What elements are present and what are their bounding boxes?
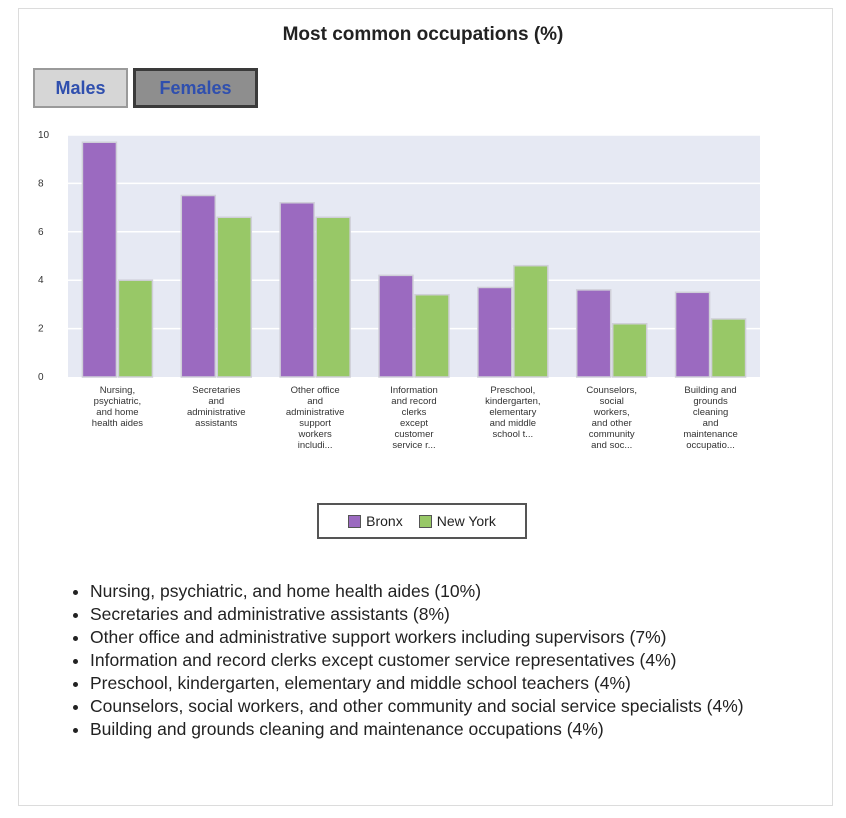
x-tick-label-line: workers xyxy=(298,429,333,440)
list-item: Preschool, kindergarten, elementary and … xyxy=(90,672,846,695)
y-tick-label: 0 xyxy=(38,372,44,383)
x-tick-label-line: and home xyxy=(96,407,138,418)
x-tick-label-line: Building and xyxy=(684,385,736,396)
bar-bronx xyxy=(378,274,414,378)
x-tick-label-line: Other office xyxy=(291,385,340,396)
bar-new-york xyxy=(710,318,747,378)
x-tick-label-line: health aides xyxy=(92,418,143,429)
plot-area xyxy=(68,135,760,377)
x-tick-label-line: school t... xyxy=(493,429,534,440)
list-item: Building and grounds cleaning and mainte… xyxy=(90,718,846,741)
bar-bronx xyxy=(477,286,513,378)
y-tick-label: 2 xyxy=(38,324,44,335)
bar-bronx xyxy=(575,289,612,378)
legend-label-bronx: Bronx xyxy=(366,513,403,529)
x-tick-label: Information and record clerks except custome… xyxy=(390,385,438,451)
x-tick-label-line: customer xyxy=(394,429,433,440)
y-tick-label: 10 xyxy=(38,130,50,141)
bar-chart: 0 2 4 6 8 10 Nursing, psychiatric, and home healt… xyxy=(38,130,760,451)
x-tick-label-line: and other xyxy=(592,418,632,429)
x-tick-label: Other office and administrative support work… xyxy=(286,385,345,451)
x-tick-label-line: service r... xyxy=(392,440,435,451)
x-tick-label-line: support xyxy=(299,418,331,429)
y-tick-label: 6 xyxy=(38,227,44,238)
x-tick-label-line: elementary xyxy=(489,407,536,418)
x-tick-label-line: clerks xyxy=(402,407,427,418)
x-tick-label: Secretaries and administrative assistants xyxy=(187,385,246,429)
x-tick-label-line: and xyxy=(307,396,323,407)
list-item: Counselors, social workers, and other co… xyxy=(90,695,846,718)
x-tick-label-line: includi... xyxy=(298,440,333,451)
x-tick-label-line: administrative xyxy=(187,407,246,418)
x-tick-label-line: assistants xyxy=(195,418,237,429)
chart-title: Most common occupations (%) xyxy=(282,24,564,45)
x-tick-label-line: and record xyxy=(391,396,436,407)
x-tick-label-line: social xyxy=(600,396,624,407)
bar-new-york xyxy=(315,216,351,378)
x-tick-label-line: and middle xyxy=(490,418,536,429)
x-tick-label: Nursing, psychiatric, and home health aides xyxy=(92,385,143,429)
x-tick-label-line: Preschool, xyxy=(490,385,535,396)
legend-swatch-new-york xyxy=(418,514,432,528)
x-tick-label: Preschool, kindergarten, elementary and mid… xyxy=(485,385,540,440)
x-tick-label-line: kindergarten, xyxy=(485,396,540,407)
x-tick-label-line: except xyxy=(400,418,428,429)
list-item: Other office and administrative support … xyxy=(90,626,846,649)
x-tick-label-line: and xyxy=(208,396,224,407)
bar-new-york xyxy=(414,293,450,378)
list-item: Information and record clerks except cus… xyxy=(90,649,846,672)
x-tick-label-line: psychiatric, xyxy=(94,396,142,407)
y-tick-label: 4 xyxy=(38,275,44,286)
x-tick-label: Counselors, social workers, and other commun… xyxy=(586,385,637,451)
x-tick-label-line: Secretaries xyxy=(192,385,240,396)
x-tick-label-line: and soc... xyxy=(591,440,632,451)
tab-females[interactable]: Females xyxy=(133,68,258,108)
bar-new-york xyxy=(513,264,549,378)
tab-males[interactable]: Males xyxy=(33,68,128,108)
bar-bronx xyxy=(674,291,711,378)
x-tick-label-line: administrative xyxy=(286,407,345,418)
chart-legend: Bronx New York xyxy=(317,503,527,539)
x-tick-label-line: cleaning xyxy=(693,407,728,418)
y-tick-label: 8 xyxy=(38,178,44,189)
x-tick-label-line: Nursing, xyxy=(100,385,135,396)
legend-item-bronx[interactable]: Bronx xyxy=(348,513,403,529)
list-item: Nursing, psychiatric, and home health ai… xyxy=(90,580,846,603)
x-tick-label-line: grounds xyxy=(693,396,728,407)
bar-bronx xyxy=(180,194,217,378)
x-tick-label-line: occupatio... xyxy=(686,440,735,451)
occupation-list: Nursing, psychiatric, and home health ai… xyxy=(62,580,846,741)
x-tick-label-line: Information xyxy=(390,385,438,396)
x-tick-label-line: and xyxy=(703,418,719,429)
x-tick-label-line: workers, xyxy=(593,407,630,418)
list-item: Secretaries and administrative assistant… xyxy=(90,603,846,626)
bar-new-york xyxy=(117,279,154,378)
x-tick-label-line: community xyxy=(589,429,635,440)
x-tick-label-line: maintenance xyxy=(683,429,737,440)
legend-item-new-york[interactable]: New York xyxy=(418,513,496,529)
legend-swatch-bronx xyxy=(348,514,362,528)
bar-bronx xyxy=(279,202,315,378)
bar-bronx xyxy=(81,141,118,378)
legend-label-new-york: New York xyxy=(436,513,496,529)
x-tick-label-line: Counselors, xyxy=(586,385,637,396)
bar-new-york xyxy=(611,323,648,378)
x-tick-label: Building and grounds cleaning and maintenanc… xyxy=(683,385,737,451)
bar-new-york xyxy=(216,216,253,378)
